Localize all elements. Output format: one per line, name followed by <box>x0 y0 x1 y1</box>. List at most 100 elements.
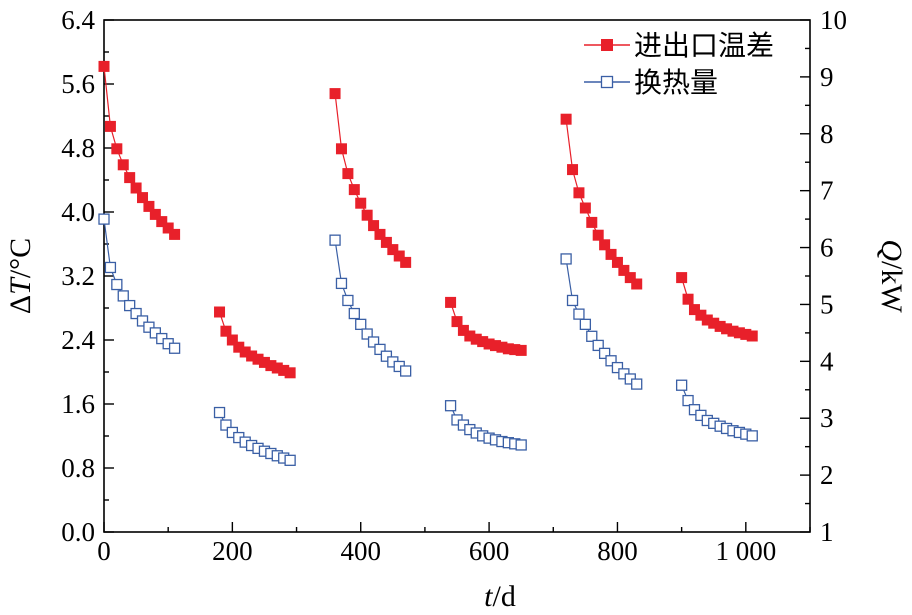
data-point <box>733 327 745 339</box>
data-point <box>611 256 623 268</box>
data-point <box>573 187 585 199</box>
data-point <box>361 209 373 221</box>
data-point <box>708 317 720 329</box>
data-point <box>579 318 592 331</box>
y-right-tick-label: 3 <box>820 403 834 433</box>
data-point <box>239 346 251 358</box>
x-tick-label: 600 <box>469 536 510 566</box>
data-point <box>233 341 245 353</box>
legend-label-heat-exchange: 换热量 <box>634 66 718 99</box>
data-point <box>502 343 514 355</box>
data-point <box>746 430 758 442</box>
data-point <box>675 379 688 391</box>
data-point <box>220 419 232 431</box>
data-point <box>104 120 116 132</box>
data-point <box>380 350 393 362</box>
data-point <box>355 318 367 331</box>
data-point <box>367 336 380 348</box>
data-point <box>130 307 142 320</box>
data-point <box>515 344 527 356</box>
y-left-tick-label: 6.4 <box>61 5 95 35</box>
data-point <box>124 299 136 312</box>
data-point <box>701 314 713 326</box>
y-left-axis-title: ΔT/°C <box>4 238 37 314</box>
y-left-tick-label: 1.6 <box>61 389 95 419</box>
x-tick-label: 1 000 <box>715 536 776 566</box>
y-right-tick-label: 9 <box>820 62 834 92</box>
data-point <box>117 159 129 171</box>
series-heat-exchange <box>98 213 758 466</box>
y-right-tick-label: 4 <box>820 346 834 376</box>
legend-marker-heat-exchange <box>600 75 614 89</box>
y-left-tick-label: 4.8 <box>61 133 95 163</box>
data-point <box>740 328 752 340</box>
data-point <box>605 248 617 260</box>
data-point <box>143 321 155 333</box>
data-point <box>335 143 347 155</box>
data-point <box>265 360 277 372</box>
data-point <box>714 320 726 332</box>
data-point <box>368 220 380 232</box>
data-point <box>695 309 707 321</box>
y-right-tick-label: 10 <box>820 5 847 35</box>
y-right-tick-label: 7 <box>820 176 834 206</box>
y-right-tick-label: 2 <box>820 460 834 490</box>
data-point <box>598 347 611 360</box>
data-point <box>573 308 585 320</box>
series-line <box>565 119 638 285</box>
data-point <box>611 361 624 374</box>
data-point <box>618 264 630 276</box>
data-point <box>688 404 701 416</box>
data-point <box>721 323 733 335</box>
data-point <box>162 222 174 234</box>
data-point <box>329 88 341 100</box>
y-left-tick-label: 2.4 <box>61 325 95 355</box>
data-point <box>477 336 489 348</box>
data-point <box>278 364 290 376</box>
data-point <box>451 316 463 328</box>
data-point <box>271 362 283 374</box>
data-point <box>592 229 604 241</box>
x-tick-label: 0 <box>97 536 111 566</box>
data-point <box>246 350 258 362</box>
data-point <box>457 324 469 336</box>
data-point <box>143 200 155 212</box>
data-point <box>342 294 354 307</box>
legend: 进出口温差 换热量 <box>584 29 774 99</box>
data-point <box>567 164 579 176</box>
data-point <box>348 184 360 196</box>
data-point <box>560 253 572 265</box>
data-point <box>136 315 149 327</box>
data-point <box>483 338 495 350</box>
data-point <box>586 330 598 342</box>
data-point <box>393 250 405 262</box>
data-point <box>335 277 348 290</box>
data-point <box>566 294 579 307</box>
data-point <box>727 325 739 337</box>
data-point <box>213 406 226 419</box>
data-point <box>374 228 386 240</box>
data-point <box>117 290 129 302</box>
data-point <box>400 256 412 268</box>
legend-label-temp-diff: 进出口温差 <box>634 29 774 62</box>
data-point <box>496 341 508 353</box>
data-point <box>682 293 694 305</box>
data-point <box>98 213 110 225</box>
data-point <box>214 306 226 318</box>
y-left-tick-label: 4.0 <box>61 197 95 227</box>
data-point <box>592 339 604 352</box>
data-point <box>688 304 700 316</box>
legend-marker-temp-diff <box>601 39 613 51</box>
data-point <box>258 356 270 368</box>
data-point <box>156 216 168 228</box>
data-point <box>168 342 181 354</box>
data-point <box>605 355 617 367</box>
y-right-axis-title: Q/kW <box>875 239 908 313</box>
data-point <box>137 192 149 204</box>
data-point <box>445 296 457 308</box>
data-point <box>284 367 296 379</box>
data-point <box>220 325 232 337</box>
data-point <box>149 208 161 220</box>
y-right-tick-label: 1 <box>820 517 834 547</box>
